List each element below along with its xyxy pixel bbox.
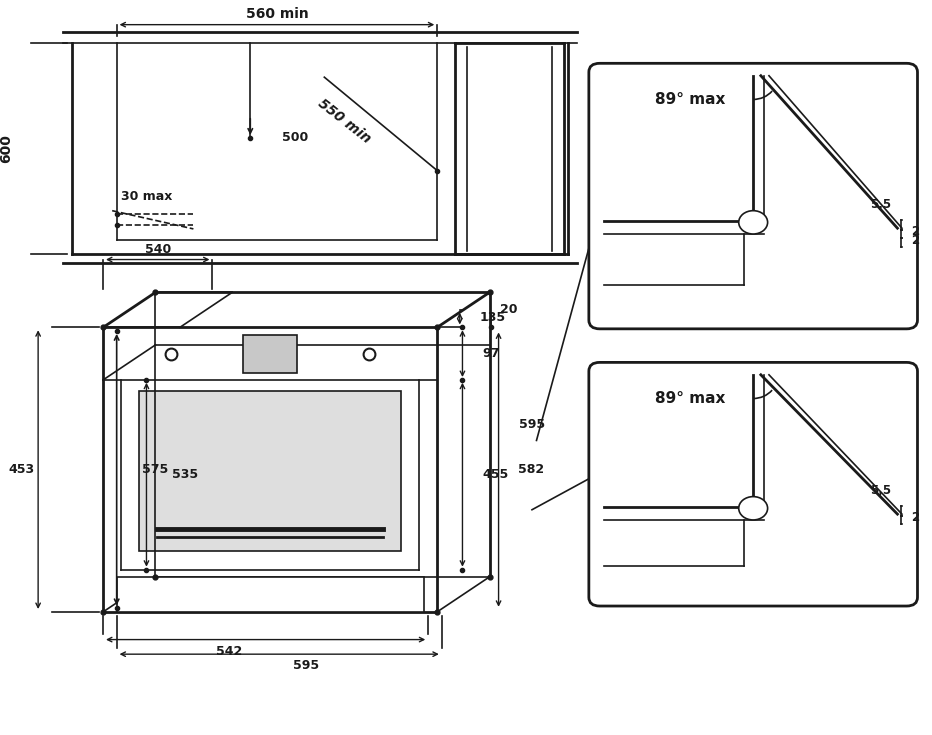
Text: 455: 455 [483,468,509,481]
Text: 550 min: 550 min [315,96,374,146]
Bar [243,334,297,373]
Text: 89° max: 89° max [655,93,725,107]
Text: 535: 535 [171,468,198,481]
Text: 135: 135 [480,311,506,324]
Circle shape [739,497,768,520]
Text: 575: 575 [142,463,168,476]
Text: 2: 2 [911,234,919,247]
Text: 30 max: 30 max [121,190,172,203]
Text: 595: 595 [294,659,320,673]
Circle shape [739,211,768,234]
Text: 542: 542 [216,645,242,658]
Text: 582: 582 [518,463,544,476]
Text: 2: 2 [911,226,919,238]
Text: 560 min: 560 min [245,7,308,21]
Text: 600: 600 [0,135,13,163]
Text: 540: 540 [144,243,171,256]
Bar [139,391,401,551]
FancyBboxPatch shape [589,63,917,329]
Text: 500: 500 [281,132,308,144]
FancyBboxPatch shape [589,362,917,606]
Text: 453: 453 [8,463,34,476]
Text: 5,5: 5,5 [870,198,891,211]
Text: 20: 20 [500,303,518,315]
Text: 595: 595 [519,418,545,431]
Text: 5,5: 5,5 [870,484,891,497]
Text: 97: 97 [483,347,500,360]
Text: 89° max: 89° max [655,391,725,406]
Text: 2: 2 [911,512,919,524]
Bar [116,577,424,612]
